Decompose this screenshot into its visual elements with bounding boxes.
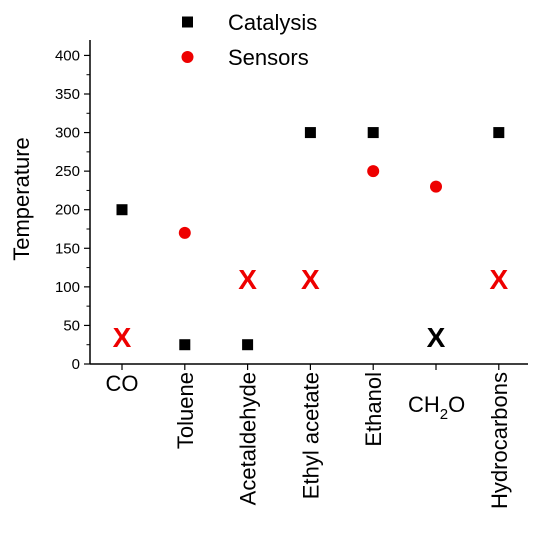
catalysis-point: [304, 127, 316, 139]
x-category-label: Ethanol: [361, 372, 386, 447]
y-tick-label: 250: [55, 163, 80, 180]
y-tick-label: 50: [63, 317, 80, 334]
legend-label: Catalysis: [228, 10, 317, 35]
sensors-point: [178, 226, 191, 239]
chart-axes: 0 50 100 150 200 250 300 350 400 CO Toluene Acetald…: [55, 40, 528, 509]
y-tick-label: 350: [55, 86, 80, 103]
x-category-label: Toluene: [173, 372, 198, 449]
x-category-label: CH2O: [408, 392, 465, 423]
x-category-label: Acetaldehyde: [236, 372, 261, 505]
legend-label: Sensors: [228, 45, 309, 70]
catalysis-point: [242, 339, 254, 351]
x-category-label: CO: [106, 371, 139, 396]
x-annotation: X: [238, 264, 257, 295]
y-tick-label: 0: [72, 356, 80, 373]
y-axis-label: Temperature: [9, 137, 34, 261]
x-annotation: X: [301, 264, 320, 295]
chart-legend: Catalysis Sensors: [181, 10, 317, 70]
y-tick-label: 400: [55, 47, 80, 64]
y-tick-label: 200: [55, 202, 80, 219]
catalysis-point: [367, 127, 379, 139]
y-tick-label: 300: [55, 125, 80, 142]
catalysis-point: [116, 204, 128, 216]
x-annotation: X: [489, 264, 508, 295]
y-tick-label: 100: [55, 279, 80, 296]
x-annotation: X: [427, 322, 446, 353]
legend-marker-sensors: [181, 51, 194, 63]
legend-marker-catalysis: [182, 16, 193, 28]
catalysis-point: [179, 339, 191, 351]
y-tick-label: 150: [55, 240, 80, 257]
x-category-label: Ethyl acetate: [298, 372, 323, 499]
sensors-point: [430, 180, 442, 193]
x-annotation: X: [113, 322, 132, 353]
catalysis-point: [493, 127, 505, 139]
x-category-label: Hydrocarbons: [487, 372, 512, 509]
sensors-point: [367, 165, 380, 178]
chart-marks: X X X X X: [113, 127, 508, 353]
